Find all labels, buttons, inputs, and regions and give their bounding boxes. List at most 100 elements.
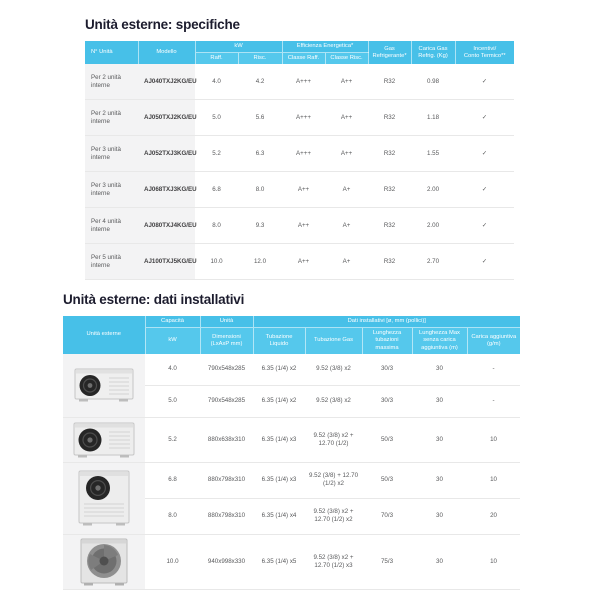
cell-kw-risc: 4.2 (255, 77, 265, 85)
cell-kw-risc: 5.6 (238, 99, 282, 136)
install-row: 10.0 940x998x330 6.35 (1/4) x5 9.52 (3/8… (63, 533, 521, 590)
cell-lunghezza-senza-carica: 30 (412, 533, 467, 590)
cell-gas: R32 (368, 171, 412, 208)
cell-lunghezza-massima: 30/3 (362, 384, 412, 418)
check-icon: ✓ (455, 207, 515, 244)
col-header-incentivi: Incentivi/ Conto Termico** (454, 41, 515, 65)
cell-tubazione-liquido: 6.35 (1/4) x2 (253, 384, 305, 418)
cell-dimensioni: 880x798x310 (200, 461, 253, 499)
cell-gas: R32 (368, 243, 412, 280)
cell-classe-risc: A+ (325, 243, 369, 280)
cell-classe-raff: A++ (282, 171, 325, 208)
cell-dimensioni: 880x798x310 (200, 497, 253, 535)
cell-tubazione-gas: 9.52 (3/8) x2 (305, 384, 362, 418)
cell-classe-risc: A++ (325, 99, 369, 136)
cell-n-unita: Per 2 unità interne (85, 99, 138, 136)
cell-classe-risc: A+ (325, 171, 369, 208)
cell-kw-risc: 6.3 (238, 135, 282, 172)
check-icon: ✓ (455, 135, 515, 172)
cell-kw-raff: 4.0 (212, 77, 221, 85)
outdoor-unit-photo (80, 538, 128, 586)
col-group-kw: kW (194, 41, 282, 53)
install-row: 6.8 880x798x310 6.35 (1/4) x3 9.52 (3/8)… (63, 461, 521, 535)
cell-modello: AJ068TXJ3KG/EU (138, 171, 197, 208)
cell-dimensioni: 940x998x330 (200, 533, 253, 590)
cell-lunghezza-senza-carica: 30 (412, 461, 467, 499)
cell-gas: R32 (368, 99, 412, 136)
cell-classe-raff: A++ (282, 207, 325, 244)
outdoor-unit-photo (74, 368, 134, 402)
cell-gas: R32 (368, 135, 412, 172)
specs-row: Per 2 unità interne AJ040TXJ2KG/EU 4.0 4… (85, 64, 514, 100)
cell-classe-risc: A++ (340, 77, 353, 85)
specs-row: Per 2 unità interne AJ050TXJ2KG/EU 5.0 5… (85, 99, 515, 136)
cell-dimensioni: 880x638x310 (200, 416, 253, 463)
col-subheader-dimensioni: Dimensioni (LxAxP mm) (199, 327, 253, 354)
cell-tubazione-liquido: 6.35 (1/4) x5 (253, 533, 305, 590)
cell-tubazione-liquido: 6.35 (1/4) x4 (253, 497, 305, 535)
cell-tubazione-gas: 9.52 (3/8) + 12.70 (1/2) x2 (305, 461, 362, 499)
cell-lunghezza-senza-carica: 30 (412, 497, 467, 535)
col-header-gas: Gas Refrigerante* (367, 41, 412, 65)
gas-label-line1: Gas (384, 45, 395, 52)
specs-section: Unità esterne: specifiche N° Unità Model… (85, 17, 515, 281)
col-group-unita: Unità (199, 316, 253, 328)
check-icon: ✓ (455, 171, 515, 208)
cell-capacita: 4.0 (168, 365, 177, 373)
cell-carica-aggiuntiva: - (492, 365, 495, 373)
carica-label-line2: Refrig. (Kg) (418, 52, 448, 59)
col-header-unita-esterne: Unità esterne (63, 316, 145, 354)
col-subheader-carica-aggiuntiva: Carica aggiuntiva (g/m) (466, 327, 521, 354)
cell-n-unita: Per 4 unità interne (85, 207, 138, 244)
col-subheader-tubazione-liquido: Tubazione Liquido (252, 327, 305, 354)
incentivi-label-line1: Incentivi/ (473, 45, 497, 52)
specs-title: Unità esterne: specifiche (85, 17, 240, 32)
specs-row: Per 4 unità interne AJ080TXJ4KG/EU 8.0 9… (85, 207, 515, 244)
cell-carica: 2.00 (411, 207, 456, 244)
install-row: 5.2 880x638x310 6.35 (1/4) x3 9.52 (3/8)… (63, 416, 521, 463)
specs-row: Per 5 unità interne AJ100TXJ5KG/EU 10.0 … (85, 243, 515, 280)
col-subheader-tubazione-gas: Tubazione Gas (304, 327, 362, 354)
cell-lunghezza-massima: 75/3 (362, 533, 412, 590)
cell-carica: 1.18 (411, 99, 456, 136)
cell-carica: 2.70 (411, 243, 456, 280)
cell-tubazione-liquido: 6.35 (1/4) x3 (253, 461, 305, 499)
cell-lunghezza-massima: 50/3 (362, 461, 412, 499)
outdoor-unit-image-small (63, 353, 145, 418)
cell-modello: AJ040TXJ2KG/EU (138, 64, 197, 100)
cell-lunghezza-massima: 50/3 (362, 416, 412, 463)
cell-lunghezza-massima: 30/3 (380, 365, 394, 373)
cell-capacita: 6.8 (145, 461, 200, 499)
cell-tubazione-liquido: 6.35 (1/4) x2 (261, 365, 297, 373)
cell-dimensioni: 790x548x285 (200, 384, 253, 418)
cell-carica-aggiuntiva: 20 (467, 497, 521, 535)
install-section: Unità esterne: dati installativi Unità e… (63, 292, 521, 590)
col-header-n-unita: N° Unità (85, 41, 138, 65)
cell-lunghezza-senza-carica: 30 (412, 384, 467, 418)
install-row: 5.0 790x548x285 6.35 (1/4) x2 9.52 (3/8)… (63, 384, 521, 418)
cell-lunghezza-senza-carica: 30 (412, 416, 467, 463)
col-header-carica-gas: Carica Gas Refrig. (Kg) (410, 41, 456, 65)
cell-tubazione-gas: 9.52 (3/8) x2 (316, 365, 351, 373)
cell-carica-aggiuntiva: 10 (467, 416, 521, 463)
cell-capacita: 5.0 (145, 384, 200, 418)
cell-modello: AJ080TXJ4KG/EU (138, 207, 197, 244)
cell-tubazione-gas: 9.52 (3/8) x2 + 12.70 (1/2) x2 (305, 497, 362, 535)
cell-classe-raff: A++ (282, 243, 325, 280)
cell-kw-raff: 5.0 (195, 99, 238, 136)
cell-capacita: 8.0 (145, 497, 200, 535)
check-icon: ✓ (455, 243, 515, 280)
cell-carica-aggiuntiva: - (467, 384, 521, 418)
cell-carica-aggiuntiva: 10 (467, 533, 521, 590)
install-row: 4.0 790x548x285 6.35 (1/4) x2 9.52 (3/8)… (63, 353, 520, 418)
cell-classe-raff: A+++ (282, 99, 325, 136)
cell-carica: 0.98 (426, 77, 440, 85)
cell-tubazione-liquido: 6.35 (1/4) x3 (253, 416, 305, 463)
cell-kw-raff: 8.0 (195, 207, 238, 244)
cell-n-unita: Per 3 unità interne (85, 135, 138, 172)
cell-carica: 1.55 (411, 135, 456, 172)
cell-lunghezza-massima: 70/3 (362, 497, 412, 535)
cell-kw-raff: 5.2 (195, 135, 238, 172)
cell-kw-risc: 8.0 (238, 171, 282, 208)
install-table: Unità esterne Capacità Unità Dati instal… (63, 316, 521, 590)
